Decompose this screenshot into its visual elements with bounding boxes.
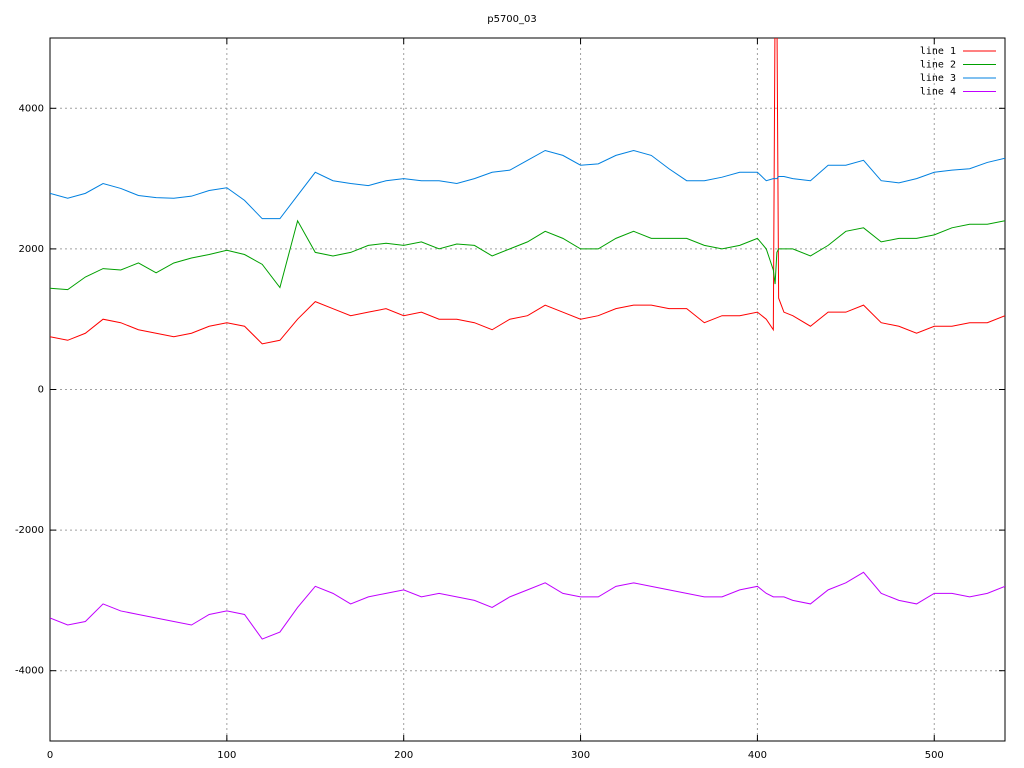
series-line [50, 38, 1005, 345]
x-tick-label: 300 [571, 750, 590, 761]
y-tick-label: 0 [38, 385, 44, 396]
series-line [50, 219, 1005, 291]
y-tick-label: 2000 [19, 244, 44, 255]
y-tick-label: 4000 [19, 103, 44, 114]
series-line [50, 571, 1005, 640]
plot-area [50, 38, 1005, 640]
x-tick-label: 100 [217, 750, 236, 761]
legend-label: line 4 [920, 87, 956, 98]
x-tick-label: 0 [47, 750, 53, 761]
y-tick-label: -4000 [15, 666, 44, 677]
series-line [50, 149, 1005, 220]
y-tick-label: -2000 [15, 525, 44, 536]
legend-label: line 3 [920, 73, 956, 84]
chart-title: p5700_03 [487, 14, 537, 25]
legend-label: line 2 [920, 60, 956, 71]
plot-border [49, 37, 1006, 742]
x-tick-label: 400 [748, 750, 767, 761]
x-tick-label: 200 [394, 750, 413, 761]
legend-label: line 1 [920, 46, 956, 57]
x-tick-label: 500 [925, 750, 944, 761]
